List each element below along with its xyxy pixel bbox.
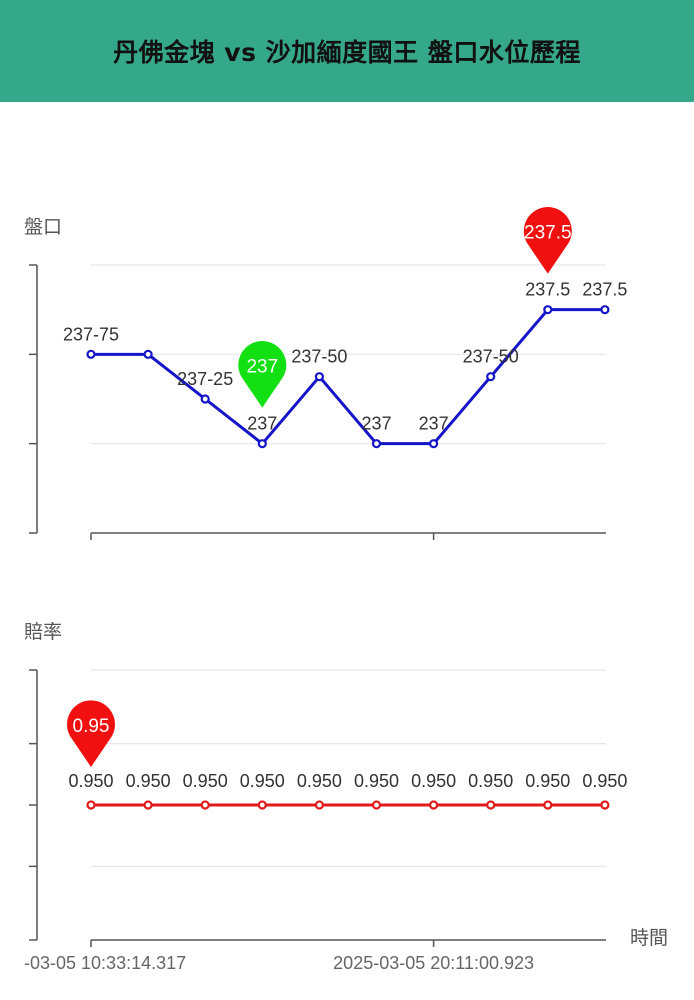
page-title: 丹佛金塊 vs 沙加緬度國王 盤口水位歷程: [113, 38, 581, 67]
data-point-handicap-6: [429, 439, 439, 449]
data-label-odds-8: 0.950: [525, 771, 570, 791]
data-label-odds-9: 0.950: [582, 771, 627, 791]
marker-max-odds: [67, 700, 115, 767]
marker-max-handicap: [523, 207, 572, 274]
y-axis-label-top: 盤口: [24, 216, 62, 238]
data-label-handicap-6: 237: [419, 414, 449, 434]
marker-max-odds-label: 0.95: [73, 716, 110, 737]
data-label-odds-3: 0.950: [240, 771, 285, 791]
data-label-handicap-3: 237: [247, 414, 277, 434]
data-label-odds-7: 0.950: [468, 771, 513, 791]
marker-min-handicap: [238, 341, 287, 408]
data-point-handicap-8: [543, 305, 553, 315]
data-label-odds-1: 0.950: [126, 771, 171, 791]
x-axis-label: 時間: [630, 927, 668, 949]
data-label-handicap-0: 237-75: [63, 324, 119, 344]
data-point-handicap-9: [600, 305, 610, 315]
data-label-odds-4: 0.950: [297, 771, 342, 791]
data-label-handicap-5: 237: [361, 414, 391, 434]
data-label-odds-5: 0.950: [354, 771, 399, 791]
data-point-odds-5: [371, 800, 382, 810]
data-point-odds-9: [600, 800, 610, 810]
x-tick-label-0: -03-05 10:33:14.317: [24, 953, 186, 973]
data-label-handicap-9: 237.5: [582, 280, 627, 300]
data-label-handicap-8: 237.5: [525, 280, 570, 300]
data-point-odds-1: [143, 800, 153, 810]
data-label-handicap-7: 237-50: [463, 347, 519, 367]
data-point-handicap-7: [486, 372, 496, 382]
data-point-handicap-2: [200, 394, 210, 404]
data-point-handicap-4: [314, 372, 324, 382]
x-tick-label-1: 2025-03-05 20:11:00.923: [333, 953, 534, 973]
data-point-handicap-1: [143, 349, 153, 359]
data-point-handicap-5: [371, 439, 382, 449]
data-label-handicap-2: 237-25: [177, 369, 233, 389]
data-point-odds-2: [200, 800, 210, 810]
data-point-odds-3: [257, 800, 267, 810]
data-point-odds-6: [429, 800, 439, 810]
data-point-handicap-0: [86, 349, 96, 359]
series-line-handicap: [91, 308, 605, 446]
page-header: 丹佛金塊 vs 沙加緬度國王 盤口水位歷程: [0, 0, 694, 102]
data-point-odds-8: [543, 800, 553, 810]
data-label-handicap-4: 237-50: [291, 347, 347, 367]
data-label-odds-0: 0.950: [68, 771, 113, 791]
marker-min-handicap-label: 237: [246, 357, 278, 378]
data-point-odds-4: [314, 800, 324, 810]
data-point-handicap-3: [257, 439, 267, 449]
data-label-odds-6: 0.950: [411, 771, 456, 791]
data-label-odds-2: 0.950: [183, 771, 228, 791]
data-point-odds-0: [86, 800, 96, 810]
y-axis-label-bottom: 賠率: [24, 621, 62, 643]
marker-max-handicap-label: 237.5: [524, 223, 572, 244]
data-point-odds-7: [486, 800, 496, 810]
